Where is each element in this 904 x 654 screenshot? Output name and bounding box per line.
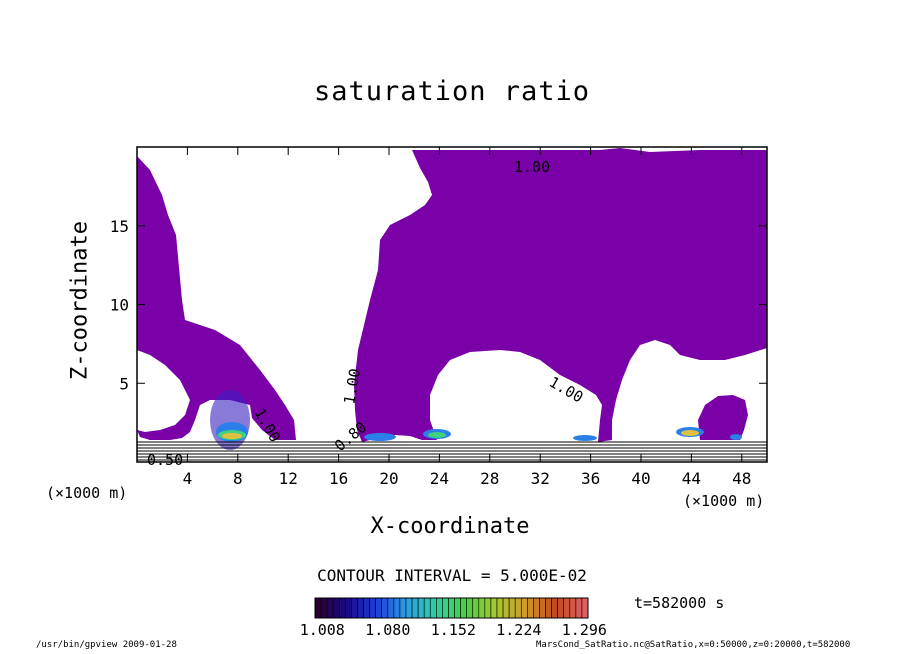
fill-region-main bbox=[354, 148, 767, 442]
y-axis-title: Z-coordinate bbox=[67, 221, 93, 380]
contour-label: 1.00 bbox=[340, 367, 364, 406]
supersaturation-fill bbox=[137, 148, 767, 442]
colorbar-label: 1.080 bbox=[365, 621, 410, 639]
fill-region-left-gap bbox=[137, 350, 190, 432]
x-tick-label: 12 bbox=[279, 469, 298, 488]
colorbar-cell bbox=[520, 597, 528, 619]
colorbar-frame bbox=[314, 597, 589, 619]
colorbar-cell bbox=[527, 597, 534, 619]
time-label: t=582000 s bbox=[634, 594, 725, 612]
footer-right-label: MarsCond_SatRatio.nc@SatRatio,x=0:50000,… bbox=[536, 640, 851, 650]
colorbar-cell bbox=[369, 597, 376, 619]
colorbar-cell bbox=[399, 597, 407, 619]
colorbar-cell bbox=[436, 597, 443, 619]
colorbar-cell bbox=[375, 597, 383, 619]
x-tick-label: 20 bbox=[379, 469, 398, 488]
surface-contour-lines bbox=[137, 441, 767, 461]
colorbar-label: 1.224 bbox=[496, 621, 541, 639]
colorbar-cell bbox=[502, 597, 510, 619]
colorbar-cell bbox=[490, 597, 498, 619]
chart-title: saturation ratio bbox=[313, 76, 591, 107]
x-tick-label: 8 bbox=[233, 469, 243, 488]
colorbar-cell bbox=[314, 597, 322, 619]
x-unit-label-right: (×1000 m) bbox=[683, 492, 765, 510]
x-tick-label: 24 bbox=[430, 469, 449, 488]
colorbar-cell bbox=[575, 597, 583, 619]
x-tick-label: 48 bbox=[732, 469, 751, 488]
colorbar-label-group: 1.008 1.080 1.152 1.224 1.296 bbox=[300, 621, 607, 639]
colorbar-cell bbox=[338, 597, 346, 619]
colorbar-cell bbox=[405, 597, 413, 619]
colorbar-cell bbox=[569, 597, 577, 619]
colorbar bbox=[314, 597, 589, 619]
colorbar-cell bbox=[551, 597, 558, 619]
colorbar-cell bbox=[581, 597, 589, 619]
colorbar-cell bbox=[411, 597, 419, 619]
colorbar-cell bbox=[539, 597, 546, 619]
contour-interval-label: CONTOUR INTERVAL = 5.000E-02 bbox=[317, 566, 587, 585]
colorbar-cell bbox=[484, 597, 492, 619]
colorbar-cell bbox=[351, 597, 358, 619]
colorbar-cell bbox=[472, 597, 480, 619]
colorbar-cell bbox=[514, 597, 522, 619]
colorbar-cell bbox=[442, 597, 449, 619]
colorbar-cell bbox=[557, 597, 565, 619]
x-tick-label: 16 bbox=[329, 469, 348, 488]
fill-region-left bbox=[137, 156, 296, 440]
colorbar-label: 1.296 bbox=[562, 621, 607, 639]
colorbar-cell bbox=[417, 597, 425, 619]
y-tick-label: 10 bbox=[110, 296, 129, 315]
footer-left-label: /usr/bin/gpview 2009-01-28 bbox=[36, 640, 177, 650]
x-tick-label: 32 bbox=[531, 469, 550, 488]
colorbar-cell bbox=[533, 597, 540, 619]
colorbar-cell bbox=[508, 597, 516, 619]
x-axis-title: X-coordinate bbox=[370, 514, 530, 539]
colorbar-cell bbox=[423, 597, 431, 619]
colorbar-label: 1.008 bbox=[300, 621, 345, 639]
high-value-cells bbox=[210, 390, 742, 450]
colorbar-cell bbox=[357, 597, 364, 619]
colorbar-cell bbox=[345, 597, 352, 619]
y-tick-label: 5 bbox=[119, 374, 129, 393]
contour-label: 0.50 bbox=[147, 451, 183, 469]
x-tick-label: 40 bbox=[631, 469, 650, 488]
colorbar-cell bbox=[448, 597, 455, 619]
axis-tick-group bbox=[137, 147, 767, 462]
colorbar-cell bbox=[545, 597, 552, 619]
y-tick-label: 15 bbox=[110, 217, 129, 236]
colorbar-cell bbox=[387, 597, 395, 619]
colorbar-cell bbox=[454, 597, 461, 619]
colorbar-cell bbox=[466, 597, 474, 619]
colorbar-cell bbox=[326, 597, 334, 619]
x-unit-label-left: (×1000 m) bbox=[46, 484, 128, 502]
colorbar-cell bbox=[393, 597, 401, 619]
contour-label: 1.00 bbox=[514, 158, 550, 176]
x-tick-label: 4 bbox=[183, 469, 193, 488]
colorbar-cell bbox=[320, 597, 328, 619]
colorbar-label: 1.152 bbox=[431, 621, 476, 639]
x-tick-label: 28 bbox=[480, 469, 499, 488]
colorbar-cell bbox=[478, 597, 486, 619]
x-tick-label: 44 bbox=[682, 469, 701, 488]
fill-region-right bbox=[698, 395, 748, 440]
colorbar-cell bbox=[429, 597, 437, 619]
colorbar-cell bbox=[460, 597, 467, 619]
colorbar-cell bbox=[563, 597, 571, 619]
x-tick-label: 36 bbox=[581, 469, 600, 488]
colorbar-cell bbox=[332, 597, 340, 619]
colorbar-cell bbox=[381, 597, 389, 619]
colorbar-cell bbox=[363, 597, 370, 619]
colorbar-cell bbox=[496, 597, 504, 619]
